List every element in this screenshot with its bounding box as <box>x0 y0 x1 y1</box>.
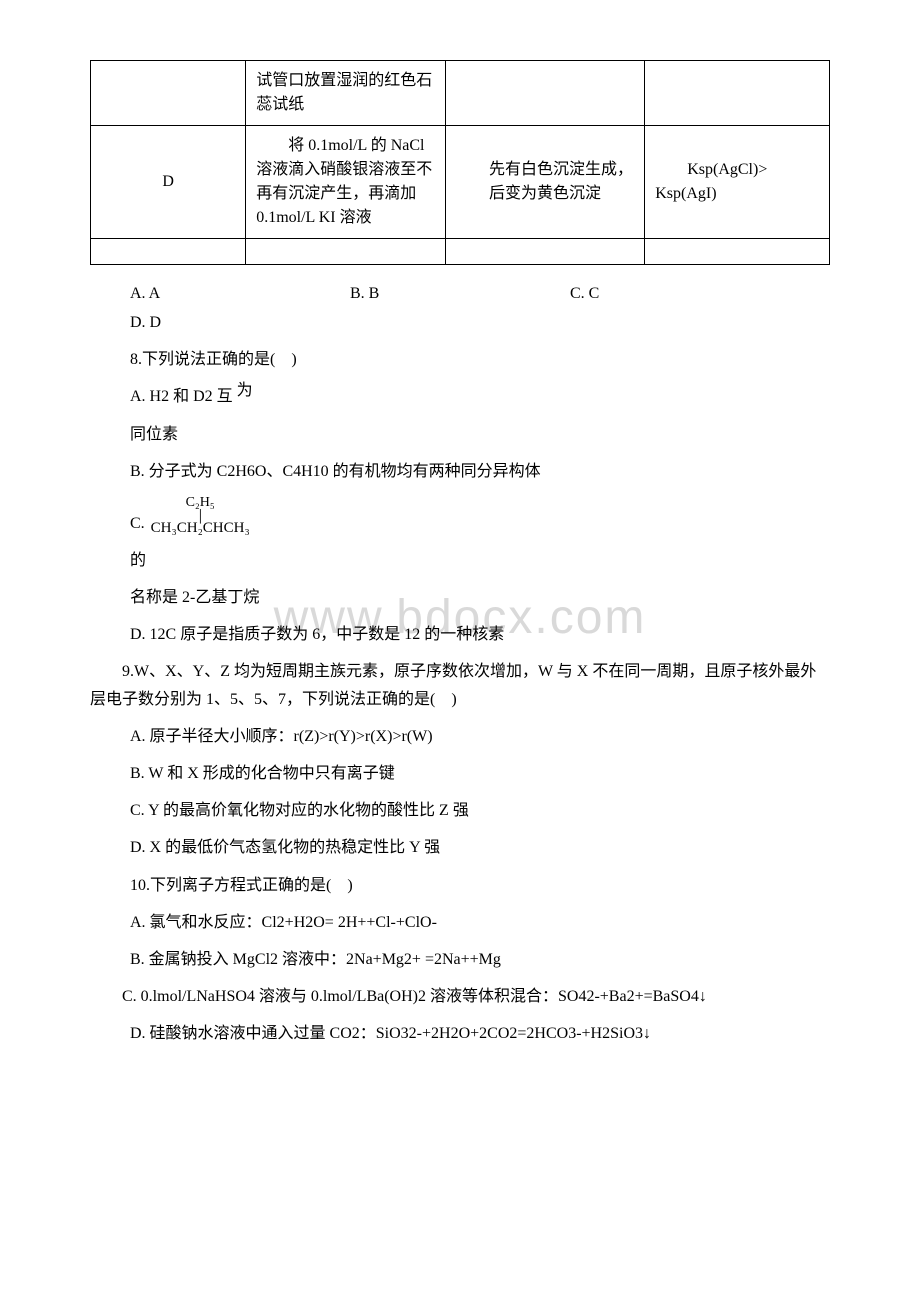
q9-option-d: D. X 的最低价气态氢化物的热稳定性比 Y 强 <box>130 834 830 861</box>
q8-c-line3: 名称是 2-乙基丁烷 <box>130 584 830 611</box>
experiment-table: 试管口放置湿润的红色石蕊试纸 D 将 0.1mol/L 的 NaCl 溶液滴入硝… <box>90 60 830 265</box>
q10-option-d: D. 硅酸钠水溶液中通入过量 CO2：SiO32-+2H2O+2CO2=2HCO… <box>130 1020 830 1047</box>
option-d: D. D <box>130 309 830 336</box>
table-row: D 将 0.1mol/L 的 NaCl 溶液滴入硝酸银溶液至不再有沉淀产生，再滴… <box>91 126 830 239</box>
structure-bottom: CH₃CH₂CHCH₃ <box>151 520 250 537</box>
q8-option-c: C. C₂H₅ │ CH₃CH₂CHCH₃ <box>130 495 250 537</box>
q9-stem: 9.W、X、Y、Z 均为短周期主族元素，原子序数依次增加，W 与 X 不在同一周… <box>90 658 830 712</box>
structure-top: C₂H₅ <box>151 495 250 510</box>
q10-option-b: B. 金属钠投入 MgCl2 溶液中：2Na+Mg2+ =2Na++Mg <box>130 946 830 973</box>
q10-option-c: C. 0.lmol/LNaHSO4 溶液与 0.lmol/LBa(OH)2 溶液… <box>90 983 830 1010</box>
cell-procedure: 将 0.1mol/L 的 NaCl 溶液滴入硝酸银溶液至不再有沉淀产生，再滴加 … <box>246 126 446 239</box>
q8-option-d: D. 12C 原子是指质子数为 6，中子数是 12 的一种核素 <box>130 621 830 648</box>
q10-stem: 10.下列离子方程式正确的是( ) <box>130 872 830 899</box>
q8-a-text2: 为 <box>237 382 253 399</box>
q8-c-label: C. <box>130 510 145 537</box>
q8-stem: 8.下列说法正确的是( ) <box>130 346 830 373</box>
q9-option-b: B. W 和 X 形成的化合物中只有离子键 <box>130 760 830 787</box>
q8-a-line2: 同位素 <box>130 421 830 448</box>
document-content: 试管口放置湿润的红色石蕊试纸 D 将 0.1mol/L 的 NaCl 溶液滴入硝… <box>90 60 830 1047</box>
option-a: A. A <box>130 285 350 303</box>
table-row-empty <box>91 239 830 265</box>
cell-observation: 先有白色沉淀生成，后变为黄色沉淀 <box>445 126 645 239</box>
cell-procedure: 试管口放置湿润的红色石蕊试纸 <box>246 61 446 126</box>
q8-a-text1: A. H2 和 D2 互 <box>130 388 233 405</box>
table-row: 试管口放置湿润的红色石蕊试纸 <box>91 61 830 126</box>
cell-label-d: D <box>91 126 246 239</box>
option-b: B. B <box>350 285 570 303</box>
q7-options: A. A B. B C. C <box>130 285 830 303</box>
structure-bond: │ <box>151 510 250 520</box>
cell-conclusion: Ksp(AgCl)> Ksp(AgI) <box>645 126 830 239</box>
q9-option-a: A. 原子半径大小顺序：r(Z)>r(Y)>r(X)>r(W) <box>130 723 830 750</box>
q8-c-line2: 的 <box>130 547 830 574</box>
q10-option-a: A. 氯气和水反应：Cl2+H2O= 2H++Cl-+ClO- <box>130 909 830 936</box>
option-c: C. C <box>570 285 790 303</box>
structure-formula: C₂H₅ │ CH₃CH₂CHCH₃ <box>151 495 250 537</box>
q8-option-a: A. H2 和 D2 互 为 <box>130 383 830 410</box>
q8-option-b: B. 分子式为 C2H6O、C4H10 的有机物均有两种同分异构体 <box>130 458 830 485</box>
q9-option-c: C. Y 的最高价氧化物对应的水化物的酸性比 Z 强 <box>130 797 830 824</box>
